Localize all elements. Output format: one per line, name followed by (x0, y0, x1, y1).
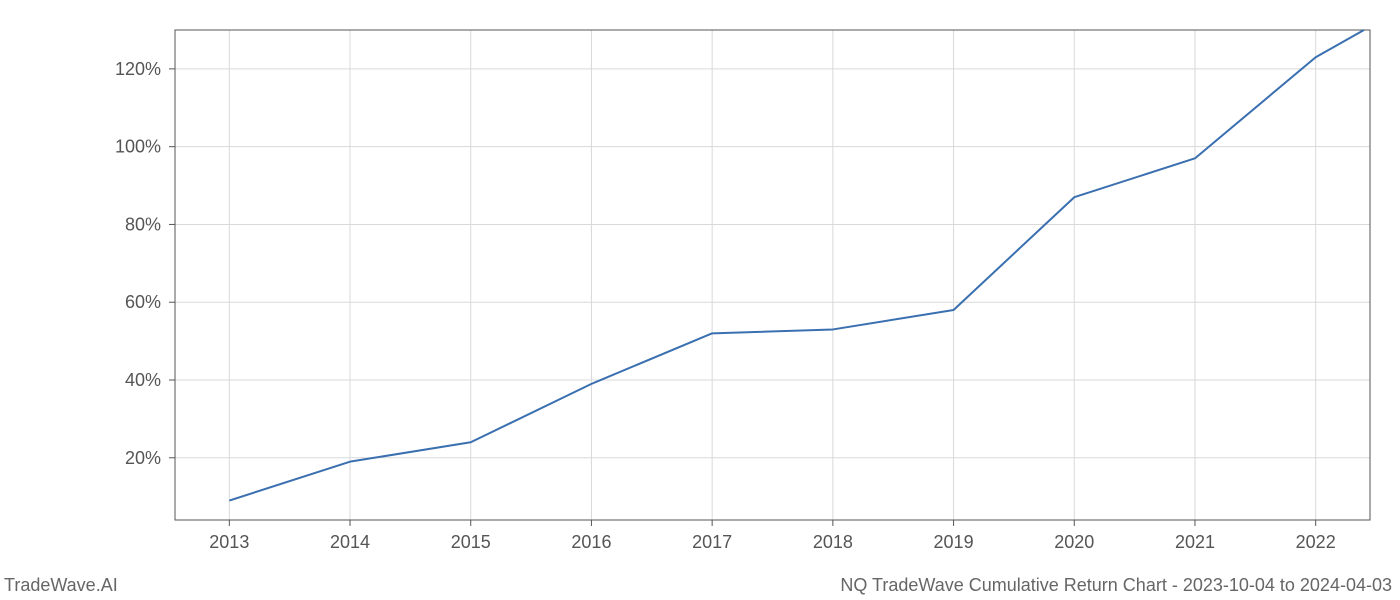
x-tick-label: 2020 (1054, 532, 1094, 552)
x-tick-label: 2022 (1296, 532, 1336, 552)
y-axis-ticks: 20% 40% 60% 80% 100% 120% (115, 59, 175, 468)
x-tick-label: 2018 (813, 532, 853, 552)
grid-group (175, 30, 1370, 520)
axis-spines (175, 30, 1370, 520)
x-tick-label: 2013 (209, 532, 249, 552)
y-tick-label: 40% (125, 370, 161, 390)
y-tick-label: 80% (125, 214, 161, 234)
y-tick-label: 20% (125, 448, 161, 468)
chart-container: 2013 2014 2015 2016 2017 2018 2019 2020 2021 2022… (0, 0, 1400, 600)
x-tick-label: 2021 (1175, 532, 1215, 552)
x-tick-label: 2016 (571, 532, 611, 552)
series-line (229, 30, 1364, 501)
footer-caption: NQ TradeWave Cumulative Return Chart - 2… (840, 575, 1392, 596)
x-tick-label: 2014 (330, 532, 370, 552)
return-line (229, 30, 1364, 501)
x-axis-ticks: 2013 2014 2015 2016 2017 2018 2019 2020 2021 2022 (209, 520, 1335, 552)
plot-border (175, 30, 1370, 520)
x-tick-label: 2017 (692, 532, 732, 552)
x-tick-label: 2019 (934, 532, 974, 552)
y-tick-label: 120% (115, 59, 161, 79)
y-tick-label: 60% (125, 292, 161, 312)
line-chart: 2013 2014 2015 2016 2017 2018 2019 2020 2021 2022… (0, 0, 1400, 600)
y-tick-label: 100% (115, 137, 161, 157)
footer-brand: TradeWave.AI (4, 575, 118, 596)
x-tick-label: 2015 (451, 532, 491, 552)
